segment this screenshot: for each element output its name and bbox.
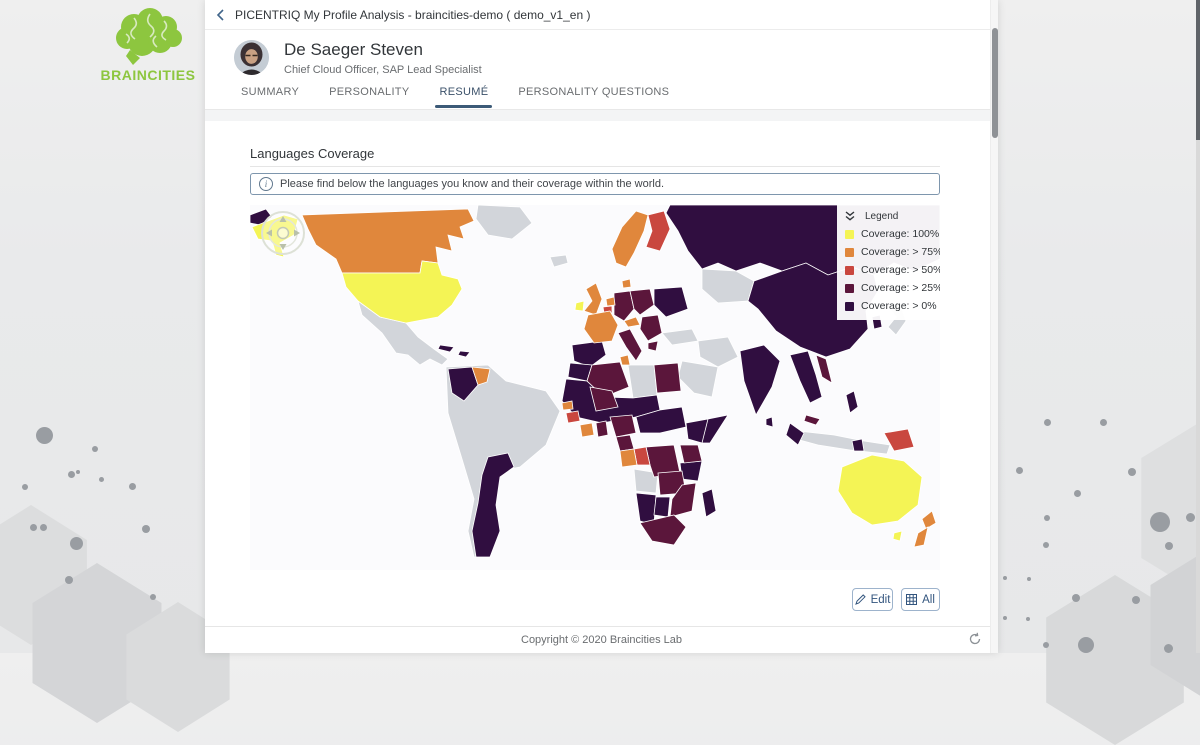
profile-name: De Saeger Steven: [284, 40, 423, 59]
tab-resume[interactable]: RESUMÉ: [435, 82, 493, 108]
all-button-label: All: [922, 593, 935, 606]
languages-coverage-map[interactable]: Legend Coverage: 100% Coverage: > 75% Co…: [250, 205, 940, 570]
profile-role: Chief Cloud Officer, SAP Lead Specialist: [284, 64, 482, 76]
refresh-button[interactable]: [968, 632, 982, 651]
dot-decoration: [1100, 419, 1107, 426]
info-icon: i: [259, 177, 273, 191]
double-chevron-down-icon: [845, 211, 855, 221]
all-button[interactable]: All: [901, 588, 940, 611]
dot-decoration: [1072, 594, 1080, 602]
dot-decoration: [30, 524, 37, 531]
dot-decoration: [1003, 616, 1007, 620]
refresh-icon: [969, 632, 981, 645]
dot-decoration: [65, 576, 73, 584]
legend-swatch-0: [845, 301, 854, 311]
dot-decoration: [1074, 490, 1081, 497]
tab-summary[interactable]: SUMMARY: [241, 86, 300, 98]
tab-bar: SUMMARY PERSONALITY RESUMÉ PERSONALITY Q…: [226, 82, 684, 108]
map-pan-control[interactable]: [260, 210, 306, 256]
dot-decoration: [1128, 468, 1136, 476]
title-bar: PICENTRIQ My Profile Analysis - braincit…: [205, 0, 998, 30]
page-title: PICENTRIQ My Profile Analysis - braincit…: [235, 7, 591, 22]
dot-decoration: [1186, 513, 1195, 522]
grid-icon: [906, 594, 918, 605]
dot-decoration: [142, 525, 150, 533]
legend-label: Coverage: > 75%: [861, 246, 940, 258]
dot-decoration: [1078, 637, 1094, 653]
dot-decoration: [1132, 596, 1140, 604]
legend-swatch-50: [845, 265, 854, 275]
brain-icon: [116, 8, 182, 65]
tab-personality[interactable]: PERSONALITY: [329, 86, 410, 98]
dot-decoration: [129, 483, 136, 490]
legend-label: Coverage: > 0%: [861, 300, 937, 312]
section-title: Languages Coverage: [250, 146, 375, 161]
section-divider: [250, 166, 940, 167]
dot-decoration: [68, 471, 75, 478]
panel-scrollbar[interactable]: [990, 0, 998, 653]
legend-collapse-button[interactable]: Legend: [837, 207, 940, 225]
pencil-icon: [854, 594, 866, 605]
app-panel: PICENTRIQ My Profile Analysis - braincit…: [205, 0, 998, 653]
panel-scrollbar-thumb[interactable]: [992, 28, 998, 138]
legend-label: Coverage: > 25%: [861, 282, 940, 294]
legend-item: Coverage: > 0%: [837, 297, 940, 315]
dot-decoration: [1027, 577, 1031, 581]
dot-decoration: [92, 446, 98, 452]
dot-decoration: [150, 594, 156, 600]
copyright-text: Copyright © 2020 Braincities Lab: [521, 634, 682, 646]
dot-decoration: [1044, 419, 1051, 426]
info-message: Please find below the languages you know…: [280, 178, 665, 190]
legend-item: Coverage: > 25%: [837, 279, 940, 297]
braincities-logo: BRAINCITIES: [88, 8, 208, 83]
dot-decoration: [40, 524, 47, 531]
dot-decoration: [1044, 515, 1050, 521]
tab-personality-questions[interactable]: PERSONALITY QUESTIONS: [518, 86, 670, 98]
edit-button-label: Edit: [870, 593, 891, 606]
profile-header: De Saeger Steven Chief Cloud Officer, SA…: [234, 40, 482, 76]
legend-item: Coverage: 100%: [837, 225, 940, 243]
legend-item: Coverage: > 50%: [837, 261, 940, 279]
map-countries-coverage-75[interactable]: [301, 208, 937, 548]
brand-name: BRAINCITIES: [100, 67, 196, 83]
footer-bar: Copyright © 2020 Braincities Lab: [205, 626, 998, 653]
legend-swatch-100: [845, 229, 854, 239]
back-button[interactable]: [205, 1, 235, 29]
dot-decoration: [1016, 467, 1023, 474]
dot-decoration: [1164, 644, 1173, 653]
dot-decoration: [1150, 512, 1170, 532]
window-scrollbar-thumb[interactable]: [1196, 0, 1200, 140]
window-scrollbar[interactable]: [1196, 0, 1200, 653]
legend-label: Coverage: > 50%: [861, 264, 940, 276]
legend-title: Legend: [865, 210, 899, 222]
map-countries-coverage-25[interactable]: [586, 288, 833, 546]
legend-label: Coverage: 100%: [861, 228, 940, 240]
legend-swatch-25: [845, 283, 854, 293]
dot-decoration: [36, 427, 53, 444]
legend-item: Coverage: > 75%: [837, 243, 940, 261]
dot-decoration: [1026, 617, 1030, 621]
dot-decoration: [1043, 542, 1049, 548]
tab-divider: [205, 109, 998, 110]
dot-decoration: [99, 477, 104, 482]
map-legend: Legend Coverage: 100% Coverage: > 75% Co…: [837, 205, 940, 320]
avatar: [234, 40, 269, 75]
dot-decoration: [1003, 576, 1007, 580]
chevron-left-icon: [216, 8, 224, 21]
header-band: [205, 110, 998, 121]
dot-decoration: [1165, 542, 1173, 550]
dot-decoration: [76, 470, 80, 474]
legend-swatch-75: [845, 247, 854, 257]
map-countries-coverage-50[interactable]: [565, 210, 915, 466]
map-countries-coverage-100[interactable]: [251, 214, 923, 542]
dot-decoration: [70, 537, 83, 550]
edit-button[interactable]: Edit: [852, 588, 893, 611]
avatar-photo: [234, 40, 269, 75]
info-message-strip: i Please find below the languages you kn…: [250, 173, 940, 195]
dot-decoration: [22, 484, 28, 490]
dot-decoration: [1043, 642, 1049, 648]
